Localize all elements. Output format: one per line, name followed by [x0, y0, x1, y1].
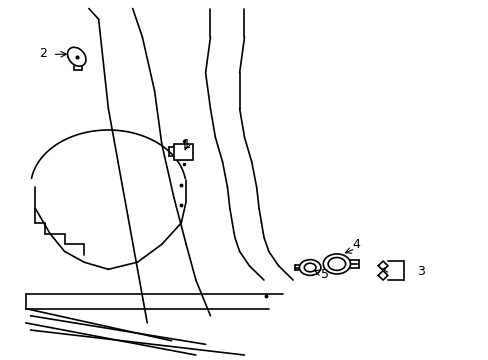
Circle shape [299, 260, 320, 275]
Ellipse shape [67, 47, 86, 66]
Circle shape [327, 257, 345, 270]
Text: 3: 3 [416, 265, 424, 278]
Text: 2: 2 [39, 47, 46, 60]
Circle shape [323, 254, 350, 274]
Text: 5: 5 [320, 268, 328, 281]
Bar [174, 144, 193, 160]
Text: 1: 1 [182, 138, 190, 151]
Text: 4: 4 [352, 238, 360, 251]
Circle shape [304, 263, 315, 272]
